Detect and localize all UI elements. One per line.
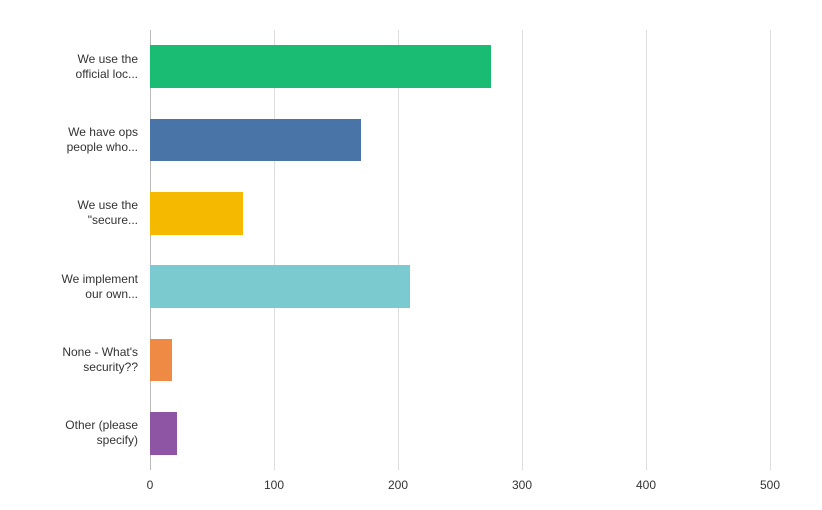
y-category-label: We use the"secure... (38, 198, 138, 228)
y-category-label: We implementour own... (38, 272, 138, 302)
gridline (274, 30, 275, 470)
plot-area (150, 30, 770, 470)
gridline (646, 30, 647, 470)
bar (150, 339, 172, 382)
bar (150, 265, 410, 308)
x-tick-label: 0 (147, 478, 154, 492)
x-tick-label: 400 (636, 478, 656, 492)
bar-chart: 0 100 200 300 400 500 We use theofficial loc..… (0, 0, 822, 510)
gridline (522, 30, 523, 470)
gridline (398, 30, 399, 470)
x-tick-label: 200 (388, 478, 408, 492)
y-category-label: We have opspeople who... (38, 125, 138, 155)
y-category-label: Other (pleasespecify) (38, 418, 138, 448)
gridline (150, 30, 151, 470)
x-tick-label: 100 (264, 478, 284, 492)
gridline (770, 30, 771, 470)
x-tick-label: 300 (512, 478, 532, 492)
y-category-label: We use theofficial loc... (38, 52, 138, 82)
bar (150, 192, 243, 235)
bar (150, 45, 491, 88)
bar (150, 412, 177, 455)
x-tick-label: 500 (760, 478, 780, 492)
bar (150, 119, 361, 162)
y-category-label: None - What'ssecurity?? (38, 345, 138, 375)
